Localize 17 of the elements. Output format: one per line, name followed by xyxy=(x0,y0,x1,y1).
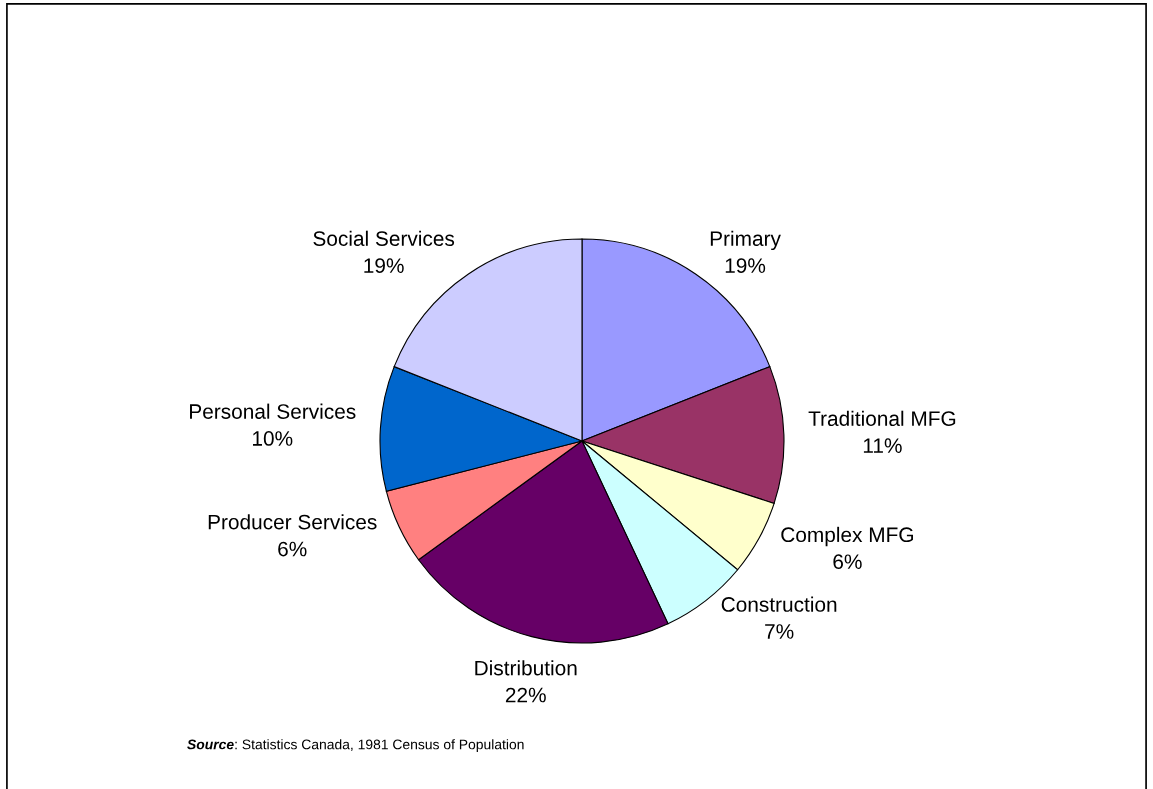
data-label: 22% xyxy=(505,687,546,703)
source-note: Source: Statistics Canada, 1981 Census of Population xyxy=(187,739,524,753)
slice-label: Complex MFG xyxy=(781,526,913,547)
data-label: 19% xyxy=(364,258,404,273)
slice-label: Construction xyxy=(721,596,837,612)
slice-label: Primary xyxy=(710,230,781,251)
slice-label: Producer Services xyxy=(208,514,377,530)
slice-label: Traditional MFG xyxy=(808,410,956,426)
data-label: 7% xyxy=(765,624,794,639)
slice-label: Personal Services xyxy=(190,403,356,419)
data-label: 10% xyxy=(253,431,293,446)
slice-label: Distribution xyxy=(475,660,577,676)
data-label: 6% xyxy=(833,554,862,570)
data-label: 6% xyxy=(278,541,307,557)
data-label: 19% xyxy=(725,258,766,273)
data-label: 11% xyxy=(863,438,902,453)
slice-label: Social Services xyxy=(313,230,455,246)
